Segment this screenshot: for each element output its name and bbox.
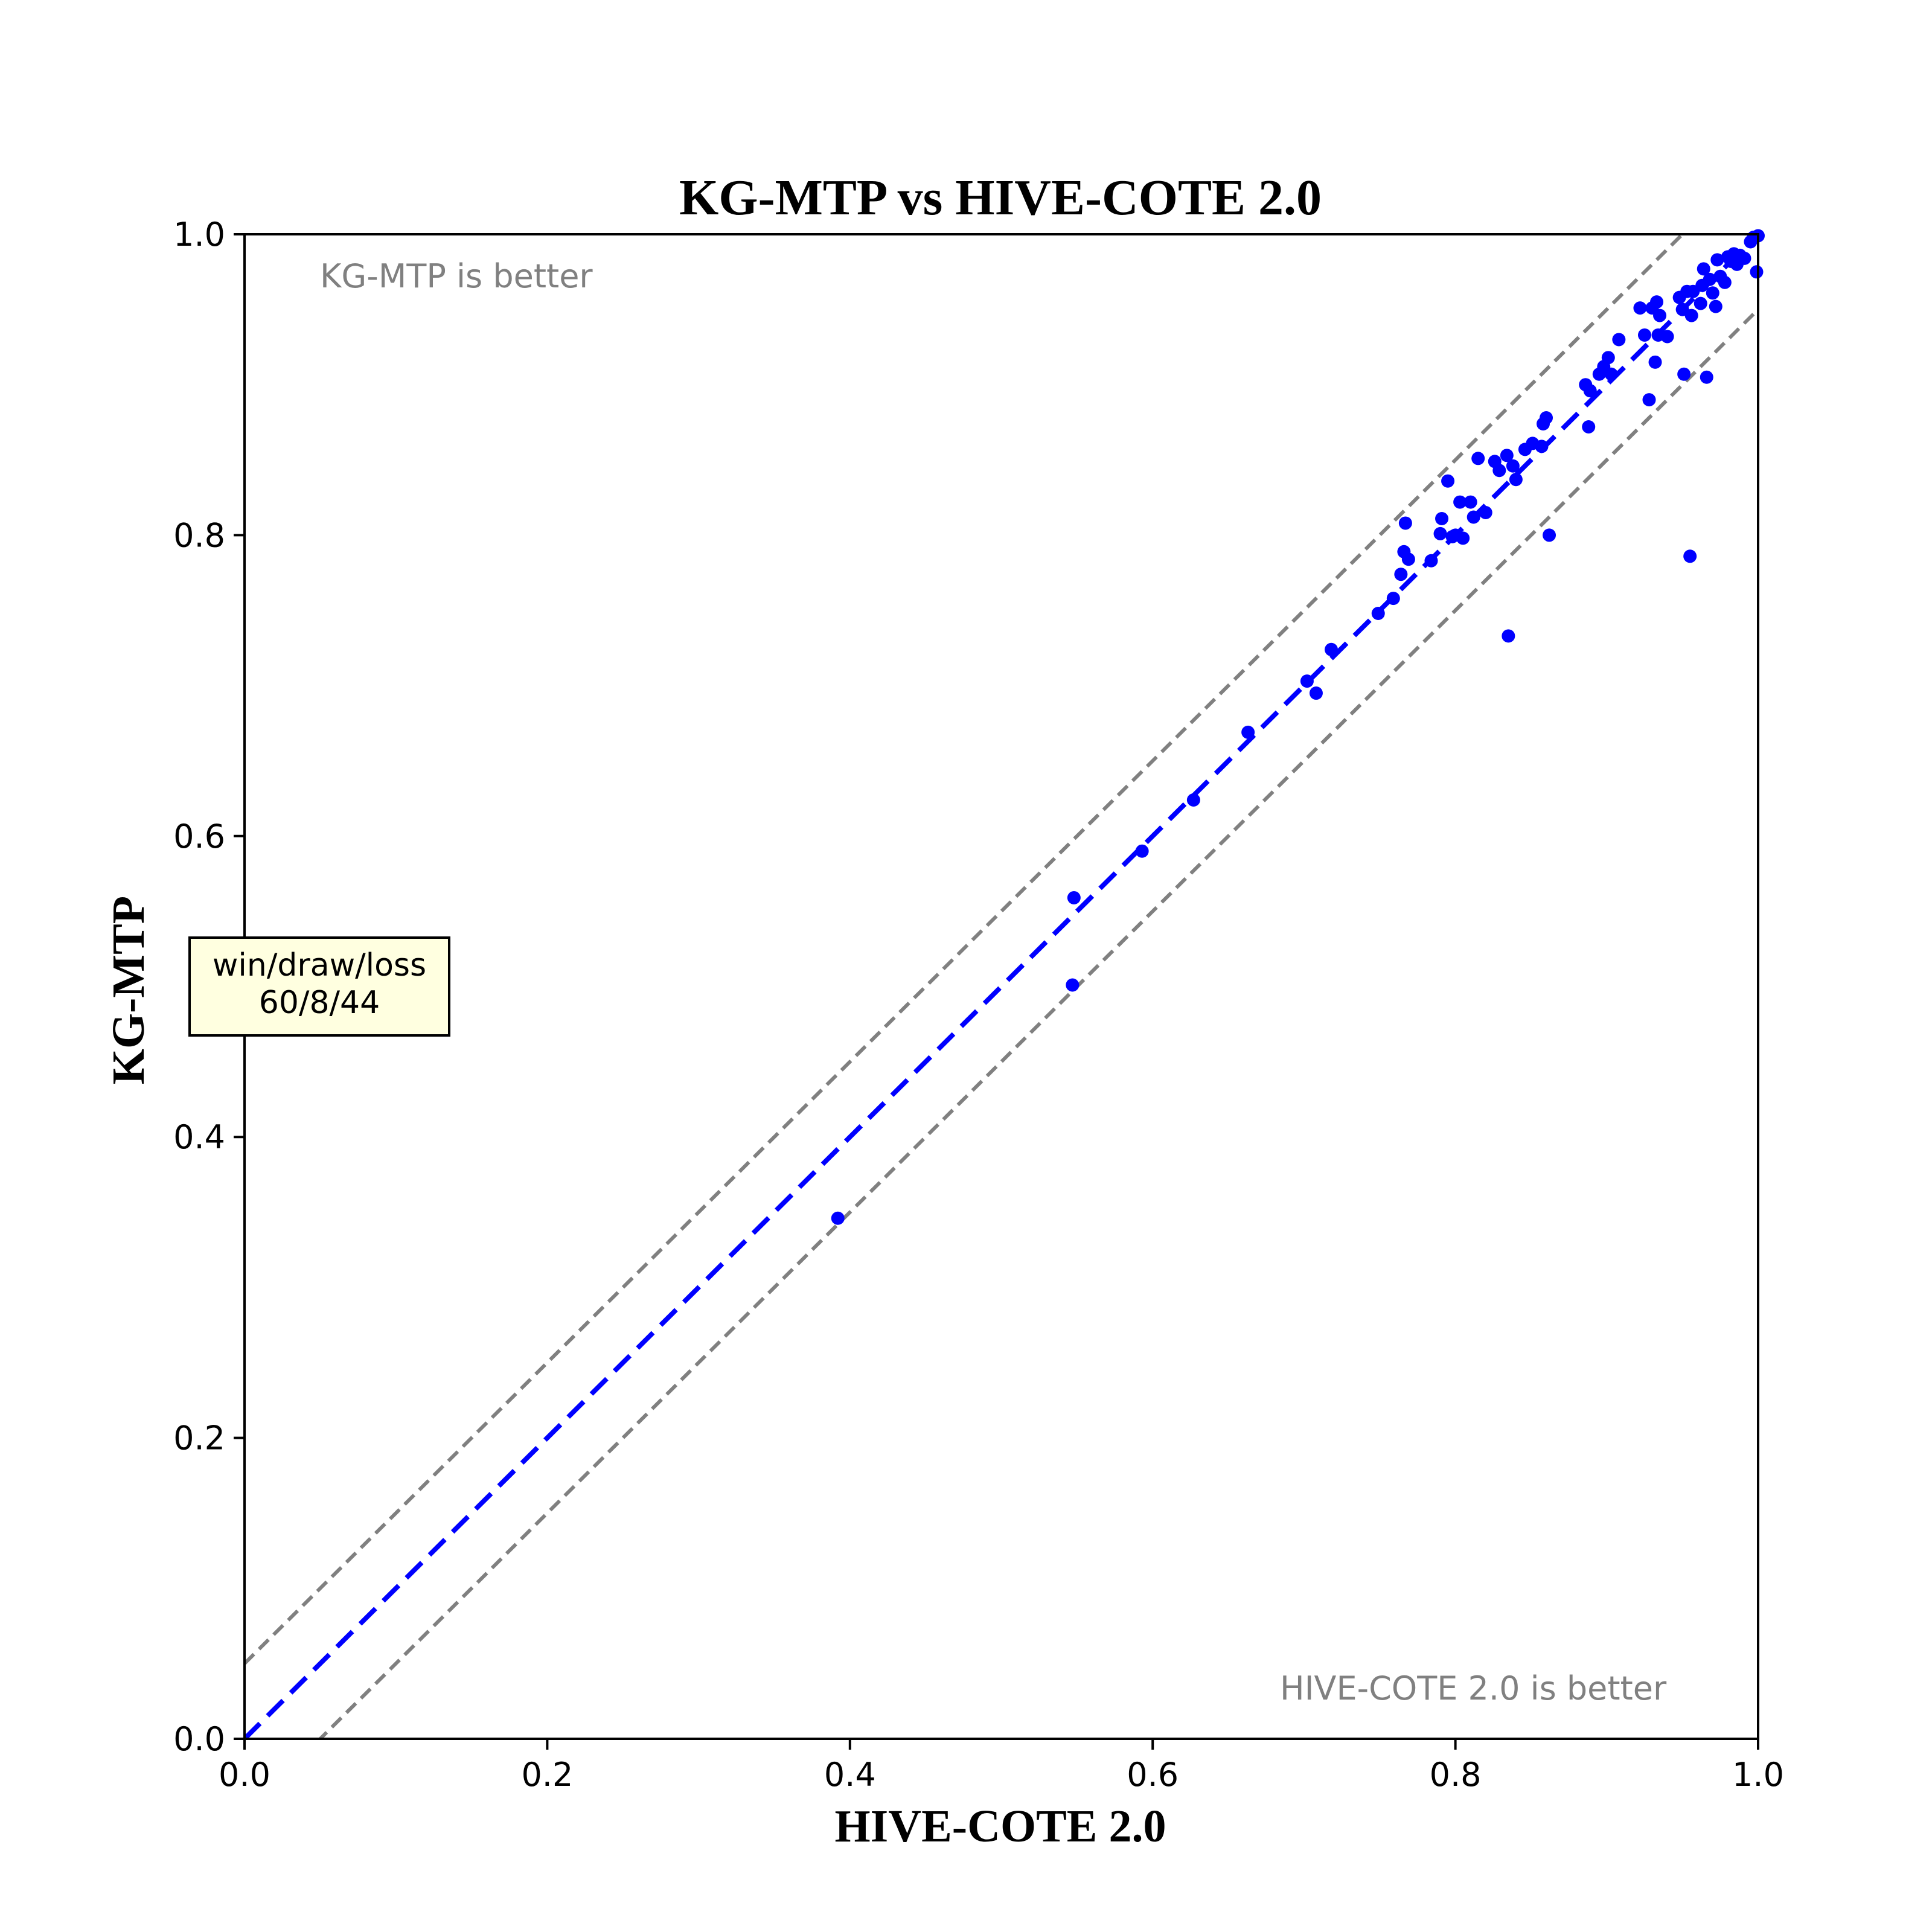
upper-region-label: KG-MTP is better bbox=[320, 257, 593, 295]
data-point bbox=[1710, 253, 1724, 267]
data-point bbox=[1401, 552, 1415, 566]
data-point bbox=[1398, 516, 1412, 530]
data-point bbox=[1471, 452, 1485, 465]
data-point bbox=[1612, 333, 1626, 347]
data-point bbox=[1660, 330, 1674, 344]
data-point bbox=[1697, 262, 1710, 276]
data-point bbox=[1506, 459, 1520, 473]
data-point bbox=[1502, 629, 1515, 643]
identity-line bbox=[245, 234, 1758, 1739]
data-point bbox=[1650, 295, 1664, 309]
data-point bbox=[1700, 370, 1713, 384]
data-point bbox=[1738, 251, 1751, 265]
data-point bbox=[1535, 440, 1549, 453]
lower-region-label: HIVE-COTE 2.0 is better bbox=[1280, 1669, 1667, 1707]
data-point bbox=[1540, 411, 1553, 425]
y-axis-ticks: 0.0 0.2 0.4 0.6 0.8 1.0 bbox=[173, 216, 245, 1758]
summary-box-counts: 60/8/44 bbox=[259, 985, 380, 1021]
data-point bbox=[1433, 526, 1447, 540]
x-tick-label: 0.2 bbox=[521, 1756, 573, 1794]
data-point bbox=[1309, 686, 1323, 700]
data-point bbox=[1637, 328, 1651, 342]
y-axis-label: KG-MTP bbox=[103, 896, 154, 1084]
data-point bbox=[1241, 725, 1255, 739]
y-tick-label: 0.0 bbox=[173, 1720, 225, 1758]
data-point bbox=[1543, 528, 1556, 542]
x-tick-label: 1.0 bbox=[1732, 1756, 1784, 1794]
data-point bbox=[1500, 449, 1514, 462]
y-tick-label: 1.0 bbox=[173, 216, 225, 254]
data-point bbox=[1706, 286, 1719, 300]
lower-margin-line bbox=[318, 308, 1758, 1739]
data-point bbox=[1066, 978, 1080, 992]
data-point bbox=[1441, 474, 1455, 488]
data-point bbox=[1453, 495, 1467, 509]
data-point bbox=[1394, 568, 1408, 581]
data-point bbox=[1633, 301, 1647, 315]
x-axis-ticks: 0.0 0.2 0.4 0.6 0.8 1.0 bbox=[219, 1739, 1784, 1794]
data-point bbox=[1653, 309, 1667, 322]
chart-title: KG-MTP vs HIVE-COTE 2.0 bbox=[679, 170, 1322, 226]
y-tick-label: 0.8 bbox=[173, 516, 225, 554]
data-point bbox=[1750, 265, 1764, 279]
y-tick-label: 0.4 bbox=[173, 1118, 225, 1156]
data-point bbox=[1424, 554, 1438, 568]
data-point bbox=[1456, 531, 1470, 545]
data-point bbox=[1684, 309, 1698, 322]
y-tick-label: 0.2 bbox=[173, 1419, 225, 1457]
data-point bbox=[1583, 384, 1597, 398]
data-point bbox=[1642, 393, 1656, 407]
data-point bbox=[1604, 367, 1618, 381]
data-point bbox=[1067, 891, 1081, 904]
data-point bbox=[1648, 355, 1662, 369]
x-tick-label: 0.6 bbox=[1127, 1756, 1179, 1794]
x-tick-label: 0.8 bbox=[1430, 1756, 1482, 1794]
x-tick-label: 0.0 bbox=[219, 1756, 270, 1794]
data-point bbox=[1492, 464, 1506, 478]
data-point bbox=[1135, 844, 1149, 858]
data-point bbox=[831, 1211, 845, 1225]
summary-box-heading: win/draw/loss bbox=[213, 947, 426, 984]
y-tick-label: 0.6 bbox=[173, 817, 225, 856]
data-point bbox=[1718, 275, 1732, 289]
data-point bbox=[1709, 299, 1722, 313]
data-points bbox=[831, 229, 1765, 1225]
reference-lines bbox=[245, 234, 1758, 1739]
data-point bbox=[1371, 606, 1385, 620]
data-point bbox=[1694, 296, 1707, 310]
upper-margin-line bbox=[245, 234, 1685, 1665]
data-point bbox=[1463, 495, 1477, 509]
data-point bbox=[1683, 549, 1697, 563]
data-point bbox=[1186, 793, 1200, 807]
data-point bbox=[1677, 367, 1691, 381]
data-point bbox=[1509, 473, 1523, 487]
data-point bbox=[1300, 674, 1314, 688]
data-point bbox=[1703, 272, 1716, 286]
data-point bbox=[1386, 592, 1400, 606]
data-point bbox=[1325, 642, 1339, 656]
summary-box-frame bbox=[188, 936, 450, 1037]
plot-area: 0.0 0.2 0.4 0.6 0.8 1.0 0.0 0.2 0.4 0.6 0.8 1.0 bbox=[173, 216, 1784, 1794]
data-point bbox=[1582, 420, 1596, 433]
x-axis-label: HIVE-COTE 2.0 bbox=[835, 1801, 1166, 1852]
x-tick-label: 0.4 bbox=[824, 1756, 876, 1794]
summary-box: win/draw/loss 60/8/44 bbox=[188, 936, 450, 1037]
data-point bbox=[1435, 511, 1449, 525]
data-point bbox=[1601, 351, 1615, 365]
data-point bbox=[1467, 510, 1480, 524]
data-point bbox=[1479, 506, 1492, 520]
